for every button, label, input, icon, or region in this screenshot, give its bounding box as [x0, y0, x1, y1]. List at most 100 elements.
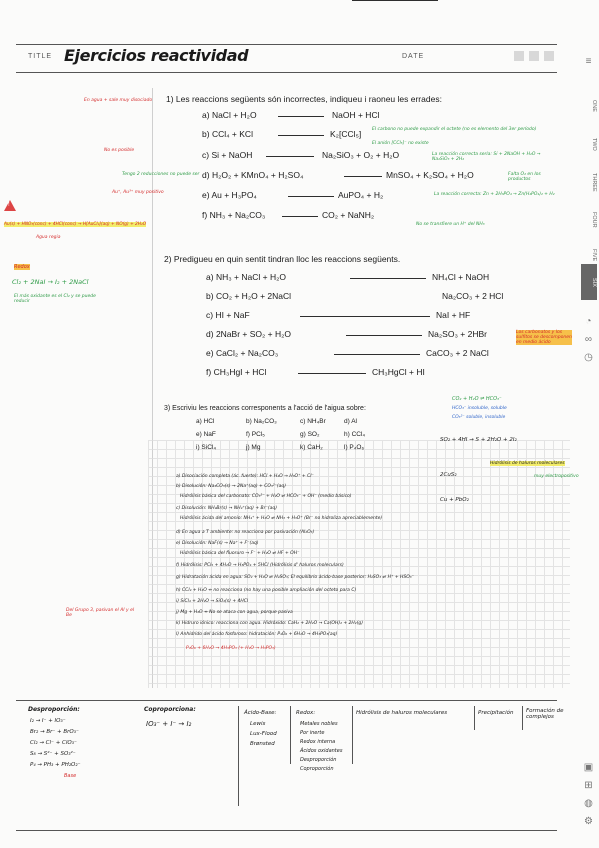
redox-item: Coproporción — [300, 766, 334, 772]
q1-products: K₂[CCl₅] — [330, 129, 362, 139]
globe-icon[interactable]: ◍ — [584, 798, 593, 809]
q1-reactants: Si + NaOH — [211, 150, 253, 160]
q3-cell: e) NaF — [196, 431, 216, 438]
base-label: Base — [64, 773, 77, 779]
reaction-arrow — [300, 316, 430, 317]
date-label: DATE — [402, 53, 425, 60]
answer-line: Hidrólisis ácida del amonio: NH₄⁺ + H₂O … — [180, 516, 383, 521]
tab-six[interactable]: SIX — [581, 264, 597, 300]
q2-label: b) — [206, 291, 214, 301]
q1-products: MnSO₄ + K₂SO₄ + H₂O — [386, 170, 474, 180]
q3-note: CO₂ + H₂O ⇌ HCO₃⁻ — [452, 396, 502, 402]
dismutation-eq: P₄ → PH₃ + PH₂O₂⁻ — [30, 762, 81, 768]
q1-note: Falta O₂ en los productos — [508, 172, 541, 182]
answer-line: c) Disolución: NH₄Br(s) → NH₄⁺(aq) + Br⁻… — [176, 506, 277, 511]
reaction-arrow — [334, 354, 420, 355]
q2-right: CH₃HgCl + HI — [372, 367, 425, 377]
q1-label: e) — [202, 190, 210, 200]
calendar-icon[interactable]: ▣ — [583, 762, 594, 773]
acid-base-item: Lux-Flood — [250, 731, 277, 737]
pin-icon[interactable]: ◔ — [585, 316, 592, 327]
table-header-acid-base: Ácido-Base: — [244, 710, 277, 716]
grid-icon[interactable]: ⊞ — [584, 780, 593, 791]
margin-note: El más oxidante es el Cl₂ y se puede red… — [14, 294, 96, 304]
q1-label: c) — [202, 150, 210, 160]
tab-three[interactable]: THREE — [591, 172, 597, 192]
q2-label: f) — [206, 367, 212, 377]
answer-line: P₄O₆ + 6H₂O → 4H₃PO₃ (+ H₂O → H₃PO₃) — [186, 646, 276, 651]
q3-cell: a) HCl — [196, 418, 215, 425]
reaction-arrow — [352, 0, 438, 1]
q3-row: a) HCl b) Na₂CO₃ c) NH₄Br d) Al — [196, 418, 357, 425]
answer-line: j) Mg + H₂O ↛ No se ataca con agua, porq… — [176, 610, 293, 615]
q2-left: NH₃ + NaCl + H₂O — [215, 272, 286, 282]
table-header-precipitation: Precipitación — [478, 710, 514, 716]
margin-note: En agua + sale muy disociado — [84, 98, 153, 103]
reaction-arrow — [344, 176, 382, 177]
acid-base-item: Lewis — [250, 721, 266, 727]
q3-cell: k) CaH₂ — [300, 444, 323, 451]
q1-note: El carbono no puede expandir el octete (… — [372, 127, 537, 132]
link-icon[interactable]: ∞ — [584, 334, 593, 345]
q3-note: Cu + PbO₂ — [440, 497, 469, 503]
q1-label: d) — [202, 170, 210, 180]
date-box[interactable] — [529, 51, 539, 61]
comprop-title: Coproporciona: — [144, 706, 196, 713]
margin-note: Los carbonatos y los sulfitos se descomp… — [516, 330, 572, 345]
redox-item: Por inerte — [300, 730, 325, 736]
redox-item: Redox interna — [300, 739, 336, 745]
clock-icon[interactable]: ◷ — [584, 352, 593, 363]
date-box[interactable] — [514, 51, 524, 61]
q2-left: CO₂ + H₂O + 2NaCl — [215, 291, 292, 301]
q2-item: d) 2NaBr + SO₂ + H₂O — [206, 329, 291, 339]
margin-line — [152, 88, 153, 688]
dismutation-title: Desproporción: — [28, 706, 80, 713]
menu-icon[interactable]: ≡ — [585, 56, 592, 67]
q1-note: El anión [CCl₅]⁻ no existe — [372, 141, 429, 146]
q1-note: No se transfiere un H⁺ del NH₃ — [416, 222, 485, 227]
q2-label: c) — [206, 310, 214, 320]
reaction-arrow — [282, 216, 318, 217]
q2-right: NH₄Cl + NaOH — [432, 272, 490, 282]
margin-note: Redox — [14, 264, 30, 270]
q3-cell: f) PCl₅ — [246, 431, 265, 438]
answer-line: k) Hidruro iónico: reacciona con agua. H… — [176, 621, 363, 626]
page-title: Ejercicios reactividad — [64, 46, 249, 65]
tab-two[interactable]: TWO — [591, 137, 597, 151]
q1-note: La reacción correcta: Zn + 2H₃PO₄ → Zn(H… — [434, 192, 555, 197]
answer-line: d) En agua a T ambiente: no reacciona po… — [176, 530, 315, 535]
dismutation-eq: S₈ → S²⁻ + SO₃²⁻ — [30, 751, 76, 757]
reaction-arrow — [346, 335, 422, 336]
table-separator — [290, 706, 291, 764]
tab-four[interactable]: FOUR — [591, 212, 597, 228]
bottom-rule — [16, 700, 557, 701]
table-header-hydrolysis: Hidrólisis de haluros moleculares — [356, 710, 448, 716]
tab-one[interactable]: ONE — [591, 100, 597, 112]
question-2: 2) Predigueu en quin sentit tindran lloc… — [164, 254, 401, 264]
tab-five[interactable]: FIVE — [591, 248, 597, 262]
q1-note: La reacción correcta sería: Si + 2NaOH +… — [432, 152, 541, 162]
q3-cell: i) SiCl₄ — [196, 444, 216, 451]
q2-label: e) — [206, 348, 214, 358]
table-separator — [522, 706, 523, 730]
answer-line: e) Disolución: NaF(s) → Na⁺ + F⁻(aq) — [176, 541, 259, 546]
answer-line: i) SiCl₄ + 2H₂O → SiO₂(s) + 4HCl — [176, 599, 249, 604]
q2-label: d) — [206, 329, 214, 339]
warning-icon: ! — [4, 200, 16, 211]
question-3: 3) Escriviu les reaccions corresponents … — [164, 405, 366, 412]
table-header-complexes: Formación de complejos — [526, 708, 564, 720]
q3-note: SO₂ + 4HI → S + 2H₂O + 2I₂ — [440, 437, 517, 443]
q1-products: CO₂ + NaNH₂ — [322, 210, 375, 220]
q1-item: c) Si + NaOH — [202, 150, 252, 160]
reaction-arrow — [288, 196, 334, 197]
q3-note: CO₃²⁻ soluble, insoluble — [452, 415, 506, 420]
dismutation-eq: Cl₂ → Cl⁻ + ClO₃⁻ — [30, 740, 77, 746]
acid-base-item: Brønsted — [250, 741, 275, 747]
date-box[interactable] — [544, 51, 554, 61]
margin-note: Cl₂ + 2NaI → I₂ + 2NaCl — [12, 278, 89, 286]
settings-icon[interactable]: ⚙ — [584, 816, 593, 827]
q3-cell: d) Al — [344, 418, 358, 425]
table-separator — [474, 706, 475, 730]
q2-right: NaI + HF — [436, 310, 471, 320]
q1-reactants: NaCl + H₂O — [211, 110, 257, 120]
